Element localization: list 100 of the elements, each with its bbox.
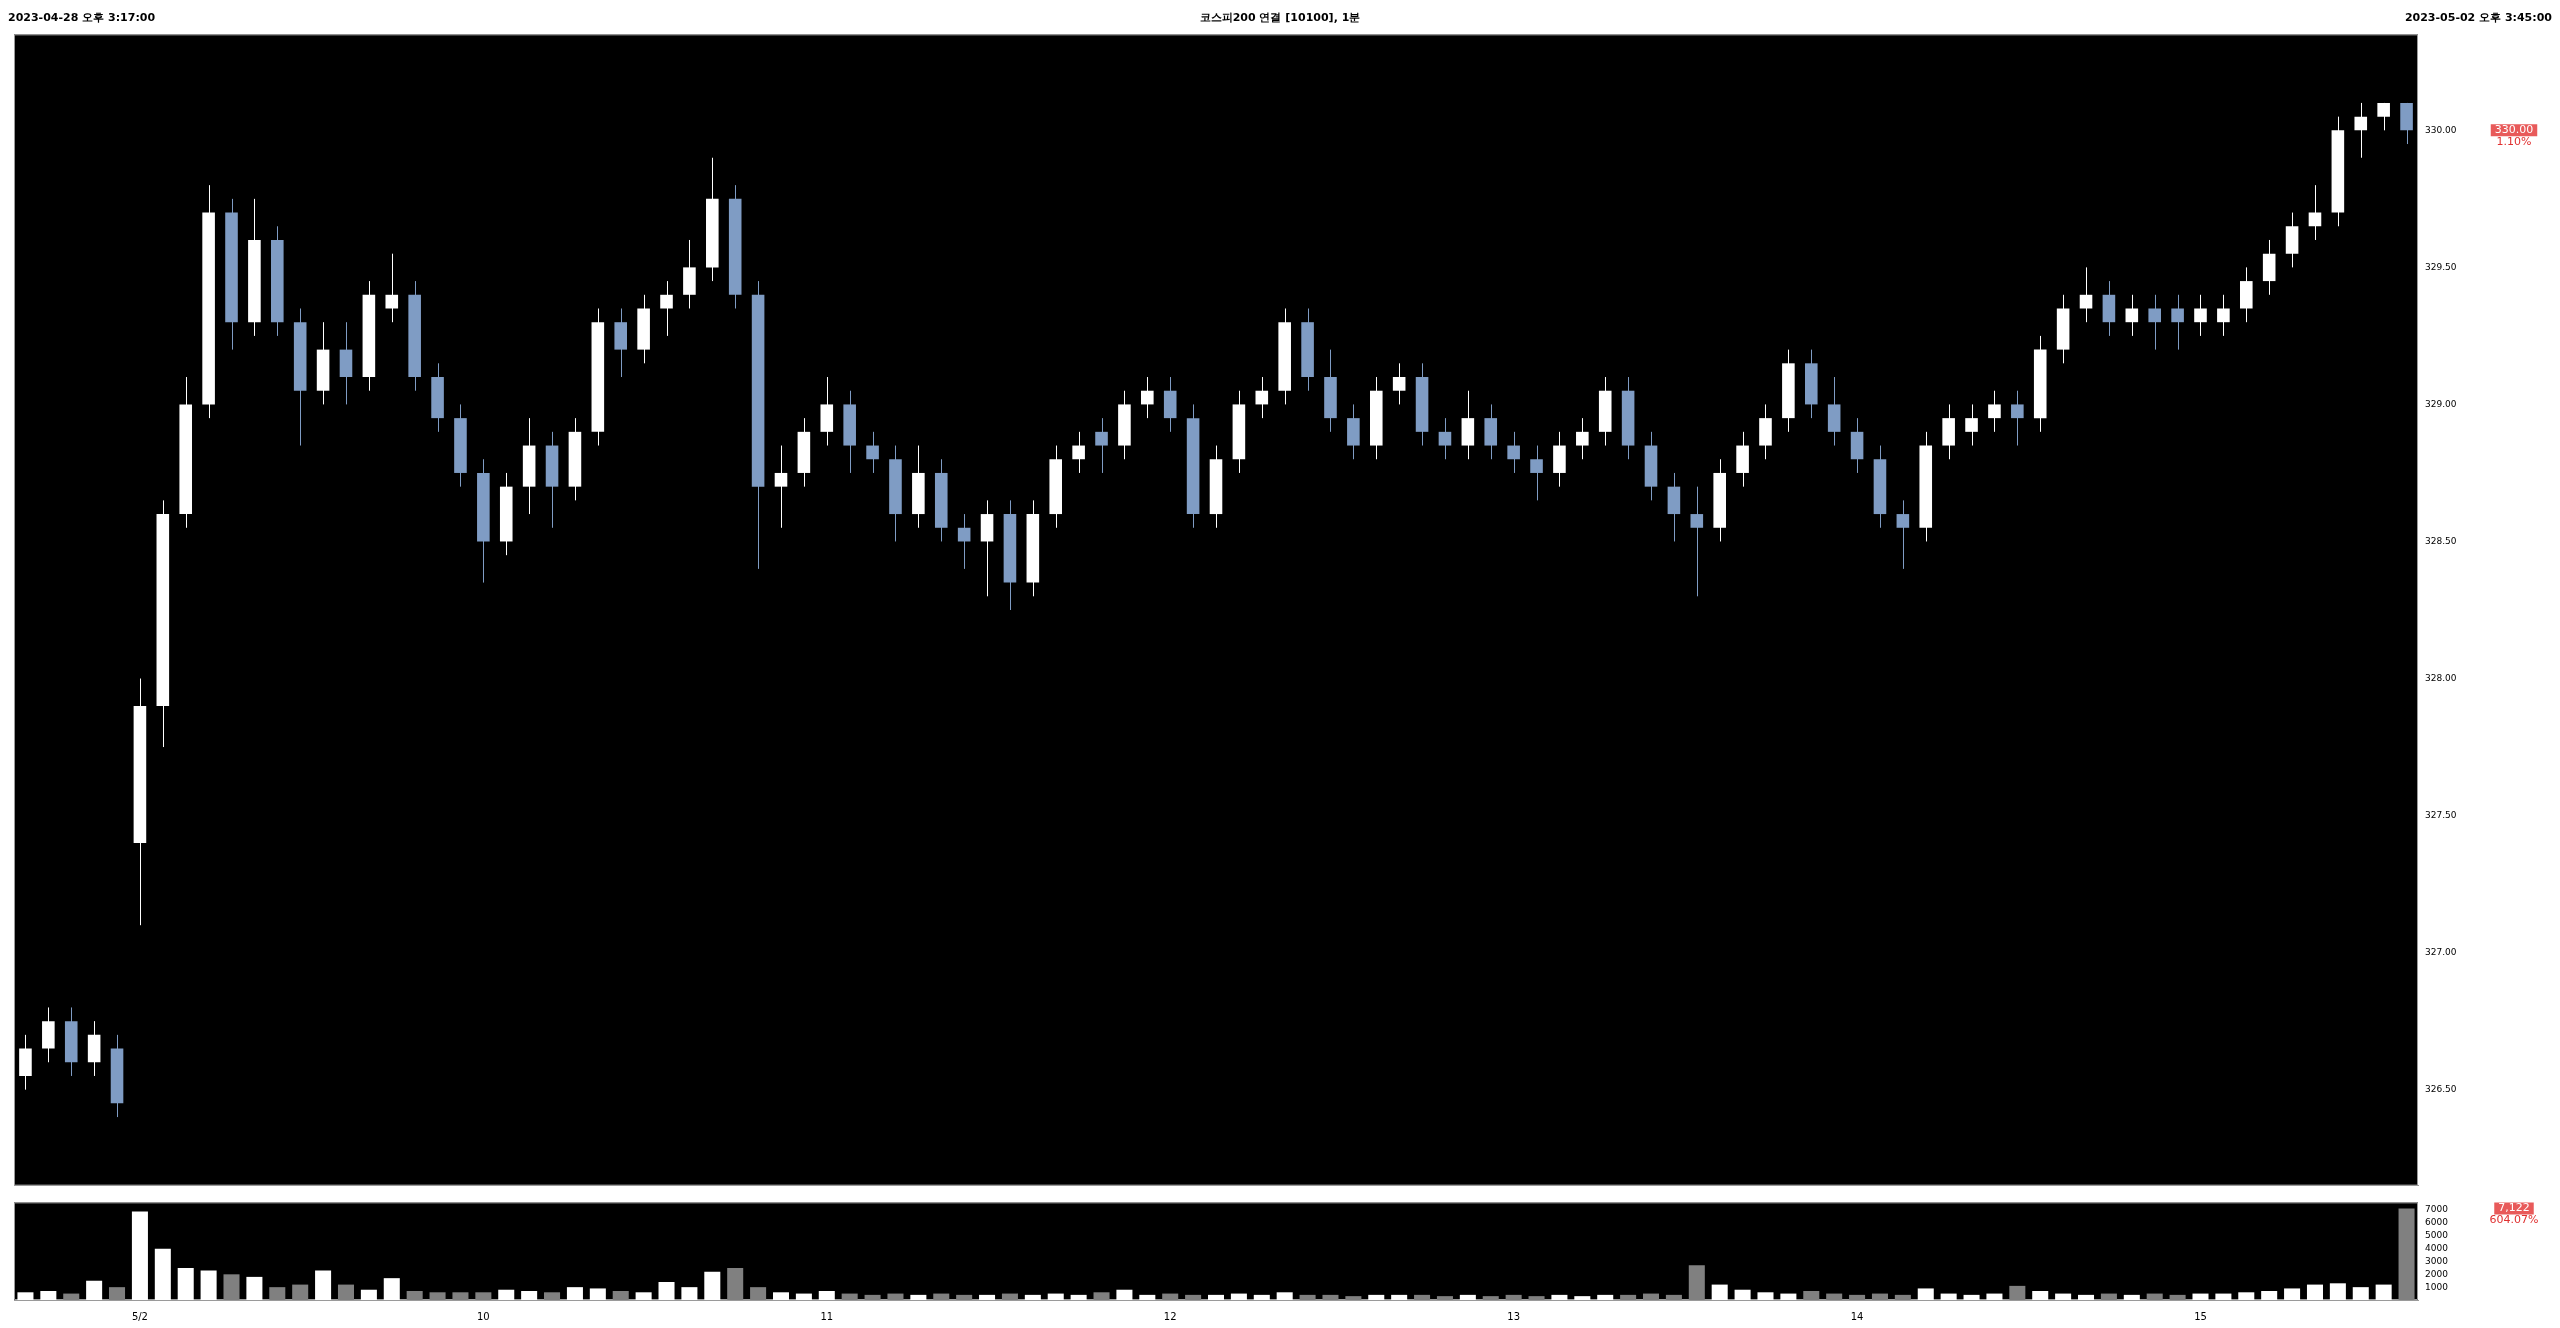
bar [979, 1294, 996, 1300]
bar [475, 1292, 492, 1300]
bar [1620, 1294, 1637, 1300]
bar [2329, 1283, 2346, 1300]
bar [1001, 1293, 1018, 1300]
bar [589, 1288, 606, 1300]
bar [40, 1291, 57, 1300]
bar [772, 1292, 789, 1300]
bar [521, 1291, 538, 1300]
bar [131, 1211, 148, 1300]
bar [956, 1294, 973, 1300]
bar [1230, 1293, 1247, 1300]
candlestick [2171, 294, 2184, 351]
bar [864, 1294, 881, 1300]
bar [2352, 1287, 2369, 1300]
bar [1139, 1294, 1156, 1300]
y-tick-label: 329.50 [2425, 261, 2457, 272]
candlestick [1576, 417, 1589, 460]
candlestick [1507, 431, 1520, 474]
bar [17, 1292, 34, 1300]
y-tick-label: 6000 [2425, 1217, 2449, 1228]
candlestick [1072, 431, 1085, 474]
bar [315, 1270, 332, 1300]
candlestick [2377, 102, 2390, 131]
y-tick-label: 328.00 [2425, 672, 2457, 683]
bar [1528, 1296, 1545, 1300]
bar [429, 1292, 446, 1300]
bar [2238, 1292, 2255, 1300]
bar [1780, 1293, 1797, 1300]
candlestick [1438, 417, 1452, 460]
y-tick-label: 3000 [2425, 1255, 2449, 1266]
bar [292, 1284, 309, 1300]
x-tick-label: 10 [476, 1310, 490, 1322]
bar [246, 1276, 263, 1300]
bar [2398, 1208, 2415, 1300]
bar [1162, 1293, 1179, 1300]
candlestick [2354, 102, 2368, 159]
bar [2215, 1293, 2232, 1300]
bar [658, 1282, 675, 1300]
bar [1070, 1294, 1087, 1300]
bar [704, 1271, 721, 1300]
bar [1024, 1294, 1041, 1300]
bar [452, 1292, 469, 1300]
bar [1391, 1294, 1408, 1300]
bar [269, 1287, 286, 1300]
bar [910, 1294, 927, 1300]
bar [1826, 1293, 1843, 1300]
y-tick-label: 329.00 [2425, 398, 2457, 409]
bar [2261, 1291, 2278, 1300]
candlestick [1141, 376, 1154, 419]
candlestick [2011, 390, 2024, 447]
text: 7,122 [2498, 1201, 2530, 1215]
text: 2023-04-28 오후 3:17:00 [8, 9, 156, 25]
bar [1963, 1294, 1980, 1300]
bar [406, 1291, 423, 1300]
bar [1643, 1293, 1660, 1300]
bar [795, 1293, 812, 1300]
candlestick [1988, 390, 2001, 433]
bar [2009, 1285, 2026, 1300]
bar [1734, 1289, 1751, 1300]
y-tick-label: 1000 [2425, 1281, 2449, 1292]
bar [1414, 1294, 1431, 1300]
bar [1505, 1294, 1522, 1300]
bar [1917, 1288, 1934, 1300]
bar [109, 1287, 126, 1300]
y-tick-label: 327.00 [2425, 946, 2457, 957]
bar [1986, 1293, 2003, 1300]
bar [2078, 1294, 2095, 1300]
candlestick [774, 445, 788, 529]
candlestick [2148, 294, 2161, 351]
bar [2055, 1293, 2072, 1300]
bar [1894, 1294, 1911, 1300]
candlestick [1690, 486, 1704, 597]
bar [86, 1280, 103, 1300]
text: 1.10% [2496, 135, 2532, 149]
bar [1436, 1296, 1453, 1300]
bar [383, 1278, 400, 1300]
bar [1207, 1294, 1225, 1300]
bar [2032, 1291, 2049, 1300]
bar [223, 1274, 240, 1300]
chart-title: 코스피200 연결 [10100], 1분 [1199, 9, 1361, 25]
x-tick-label: 5/2 [131, 1310, 148, 1322]
bar [1597, 1294, 1614, 1300]
candlestick [1965, 403, 1978, 447]
bar [498, 1289, 515, 1300]
candlestick [2308, 184, 2322, 241]
bar [63, 1293, 80, 1300]
bar [154, 1248, 171, 1300]
bar [337, 1284, 354, 1300]
y-tick-label: 327.50 [2425, 809, 2457, 820]
y-tick-label: 4000 [2425, 1242, 2449, 1253]
candlestick [957, 513, 971, 570]
text: 330.00 [2494, 123, 2534, 137]
candlestick [2079, 266, 2093, 323]
bar [612, 1291, 629, 1300]
bar [2375, 1284, 2392, 1300]
x-tick-label: 15 [2194, 1310, 2207, 1322]
bar [177, 1267, 194, 1300]
bar [1459, 1294, 1476, 1300]
bar [1368, 1294, 1385, 1300]
